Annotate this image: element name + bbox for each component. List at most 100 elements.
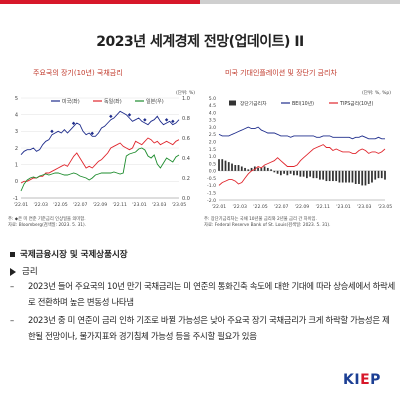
y-tick-label: -1.0 — [207, 183, 216, 189]
legend-label: 장단기금리차 — [240, 100, 267, 107]
spread-bar — [302, 170, 305, 177]
spread-bar — [348, 170, 351, 183]
chart-unit-label: (단위: %, %p) — [362, 89, 391, 96]
spread-bar — [273, 170, 276, 173]
y2-tick-label: 0.2 — [182, 176, 190, 182]
spread-bar — [299, 170, 302, 177]
y-tick-label: 0.5 — [209, 161, 216, 167]
logo-part-accent: E — [360, 372, 371, 388]
spread-bar — [276, 170, 279, 174]
x-tick-label: '23.05 — [378, 204, 392, 210]
spread-bar — [322, 170, 325, 180]
spread-bar — [292, 170, 295, 176]
spread-bar — [266, 167, 269, 171]
x-tick-label: '23.03 — [357, 204, 371, 210]
spread-bar — [289, 170, 292, 174]
spread-bar — [218, 159, 220, 171]
y-tick-label: 5 — [15, 96, 18, 102]
y-tick-label: 3.5 — [209, 118, 216, 124]
fed-hike-marker: ◆ — [171, 120, 175, 125]
legend-label: TIPS금리(10년) — [339, 100, 373, 107]
bullet-text: 2023년 들어 주요국의 10년 만기 국채금리는 미 연준의 통화긴축 속도… — [28, 281, 395, 307]
spread-bar — [384, 170, 386, 180]
chart-yields: (단위: %) -1 0 1 2 3 4 5 0.0 0.2 0.4 0.6 0.8 1.0 '22.01 '… — [7, 86, 197, 216]
chart-yields-notes: 주: ◆은 미 연준 기준금리 인상일을 의미함. 자료: Bloomberg(… — [8, 217, 86, 229]
logo-part: KI — [343, 372, 361, 388]
series-line-2 — [218, 144, 386, 186]
chart-inflation-spread-svg: (단위: %, %p)-2.0-1.5-1.0-0.50.00.51.01.52… — [207, 89, 392, 210]
y-tick-label: -2.0 — [207, 198, 216, 204]
y2-tick-label: 0.8 — [182, 116, 190, 122]
y-tick-label: 3 — [15, 129, 18, 135]
spread-bar — [309, 170, 312, 177]
y-tick-label: 2 — [15, 146, 18, 152]
spread-bar — [380, 170, 383, 179]
spread-bar — [247, 169, 250, 171]
subheading-text: 금리 — [22, 267, 38, 277]
legend-swatch — [229, 100, 236, 106]
chart-inflation-spread: (단위: %, %p) -2.0 -1.5 -1.0 -0.5 0.0 0.5 1.0 1.5 2… — [203, 86, 393, 216]
x-tick-label: '23.01 — [336, 204, 350, 210]
dash-icon: – — [10, 281, 14, 291]
spread-bar — [328, 170, 331, 182]
spread-bar — [270, 169, 272, 171]
y-tick-label: 0 — [15, 179, 18, 185]
y2-tick-label: 0.6 — [182, 136, 190, 142]
spread-bar — [358, 170, 360, 184]
spread-bar — [377, 170, 380, 179]
y-tick-label: 4.5 — [209, 103, 216, 109]
spread-bar — [367, 170, 370, 184]
triangle-bullet-icon — [10, 267, 16, 276]
spread-bar — [371, 170, 373, 183]
spread-bar — [263, 166, 266, 171]
y2-tick-label: 0.4 — [182, 156, 190, 162]
x-tick-label: '22.11 — [113, 202, 127, 208]
spread-bar — [240, 166, 243, 171]
square-bullet-icon — [10, 252, 15, 257]
x-tick-label: '22.07 — [73, 202, 87, 208]
spread-bar — [279, 170, 282, 176]
x-tick-label: '22.05 — [53, 202, 67, 208]
spread-bar — [231, 163, 233, 171]
page-title: 2023년 세계경제 전망(업데이트) II — [96, 34, 304, 50]
top-accent-gray — [200, 0, 400, 4]
x-tick-label: '22.03 — [233, 204, 247, 210]
x-tick-label: '22.01 — [14, 202, 28, 208]
y-tick-label: 3.0 — [209, 125, 216, 131]
chart-yields-note: 주: ◆은 미 연준 기준금리 인상일을 의미함. — [8, 217, 86, 222]
y-tick-label: 2.0 — [209, 140, 216, 146]
subheading: 금리 — [10, 265, 38, 277]
y-tick-label: 4.0 — [209, 110, 216, 116]
fed-hike-marker: ◆ — [50, 130, 54, 135]
spread-bar — [286, 170, 289, 176]
y-tick-label: -1 — [13, 196, 18, 202]
y-tick-label: 5.0 — [209, 96, 216, 102]
spread-bar — [250, 167, 253, 171]
x-tick-label: '22.11 — [316, 204, 330, 210]
fed-hike-marker: ◆ — [109, 115, 113, 120]
bullet-item: – 2023년 들어 주요국의 10년 만기 국채금리는 미 연준의 통화긴축 … — [10, 278, 395, 310]
fed-hike-marker: ◆ — [128, 113, 132, 118]
y-tick-label: 1 — [15, 162, 18, 168]
fed-hike-marker: ◆ — [91, 131, 95, 136]
spread-bar — [319, 170, 321, 180]
fed-hike-marker: ◆ — [143, 118, 147, 123]
dash-icon: – — [10, 315, 14, 325]
spread-bar — [341, 170, 344, 183]
spread-bar — [224, 160, 227, 171]
chart-spread-note: 주: 장단기금리차는 국채 10년물 금리와 2년물 금리 간 차이임. — [204, 217, 317, 222]
spread-bar — [335, 170, 338, 182]
spread-bar — [332, 170, 334, 182]
spread-bar — [364, 170, 367, 186]
chart-yields-svg: (단위: %) -1 0 1 2 3 4 5 0.0 0.2 0.4 0.6 0.8 1.0 '22.01 '… — [13, 89, 195, 208]
spread-bar — [221, 159, 224, 171]
x-tick-label: '23.01 — [132, 202, 146, 208]
legend-label: 독일(좌) — [104, 98, 122, 105]
y-tick-label: -1.5 — [207, 191, 216, 197]
top-accent-red — [0, 0, 200, 4]
kiep-logo: KIEP — [343, 372, 381, 388]
spread-bar — [354, 170, 357, 184]
legend-label: BEI(10년) — [292, 100, 314, 107]
fed-hike-marker: ◆ — [72, 121, 76, 126]
spread-bar — [312, 170, 315, 179]
